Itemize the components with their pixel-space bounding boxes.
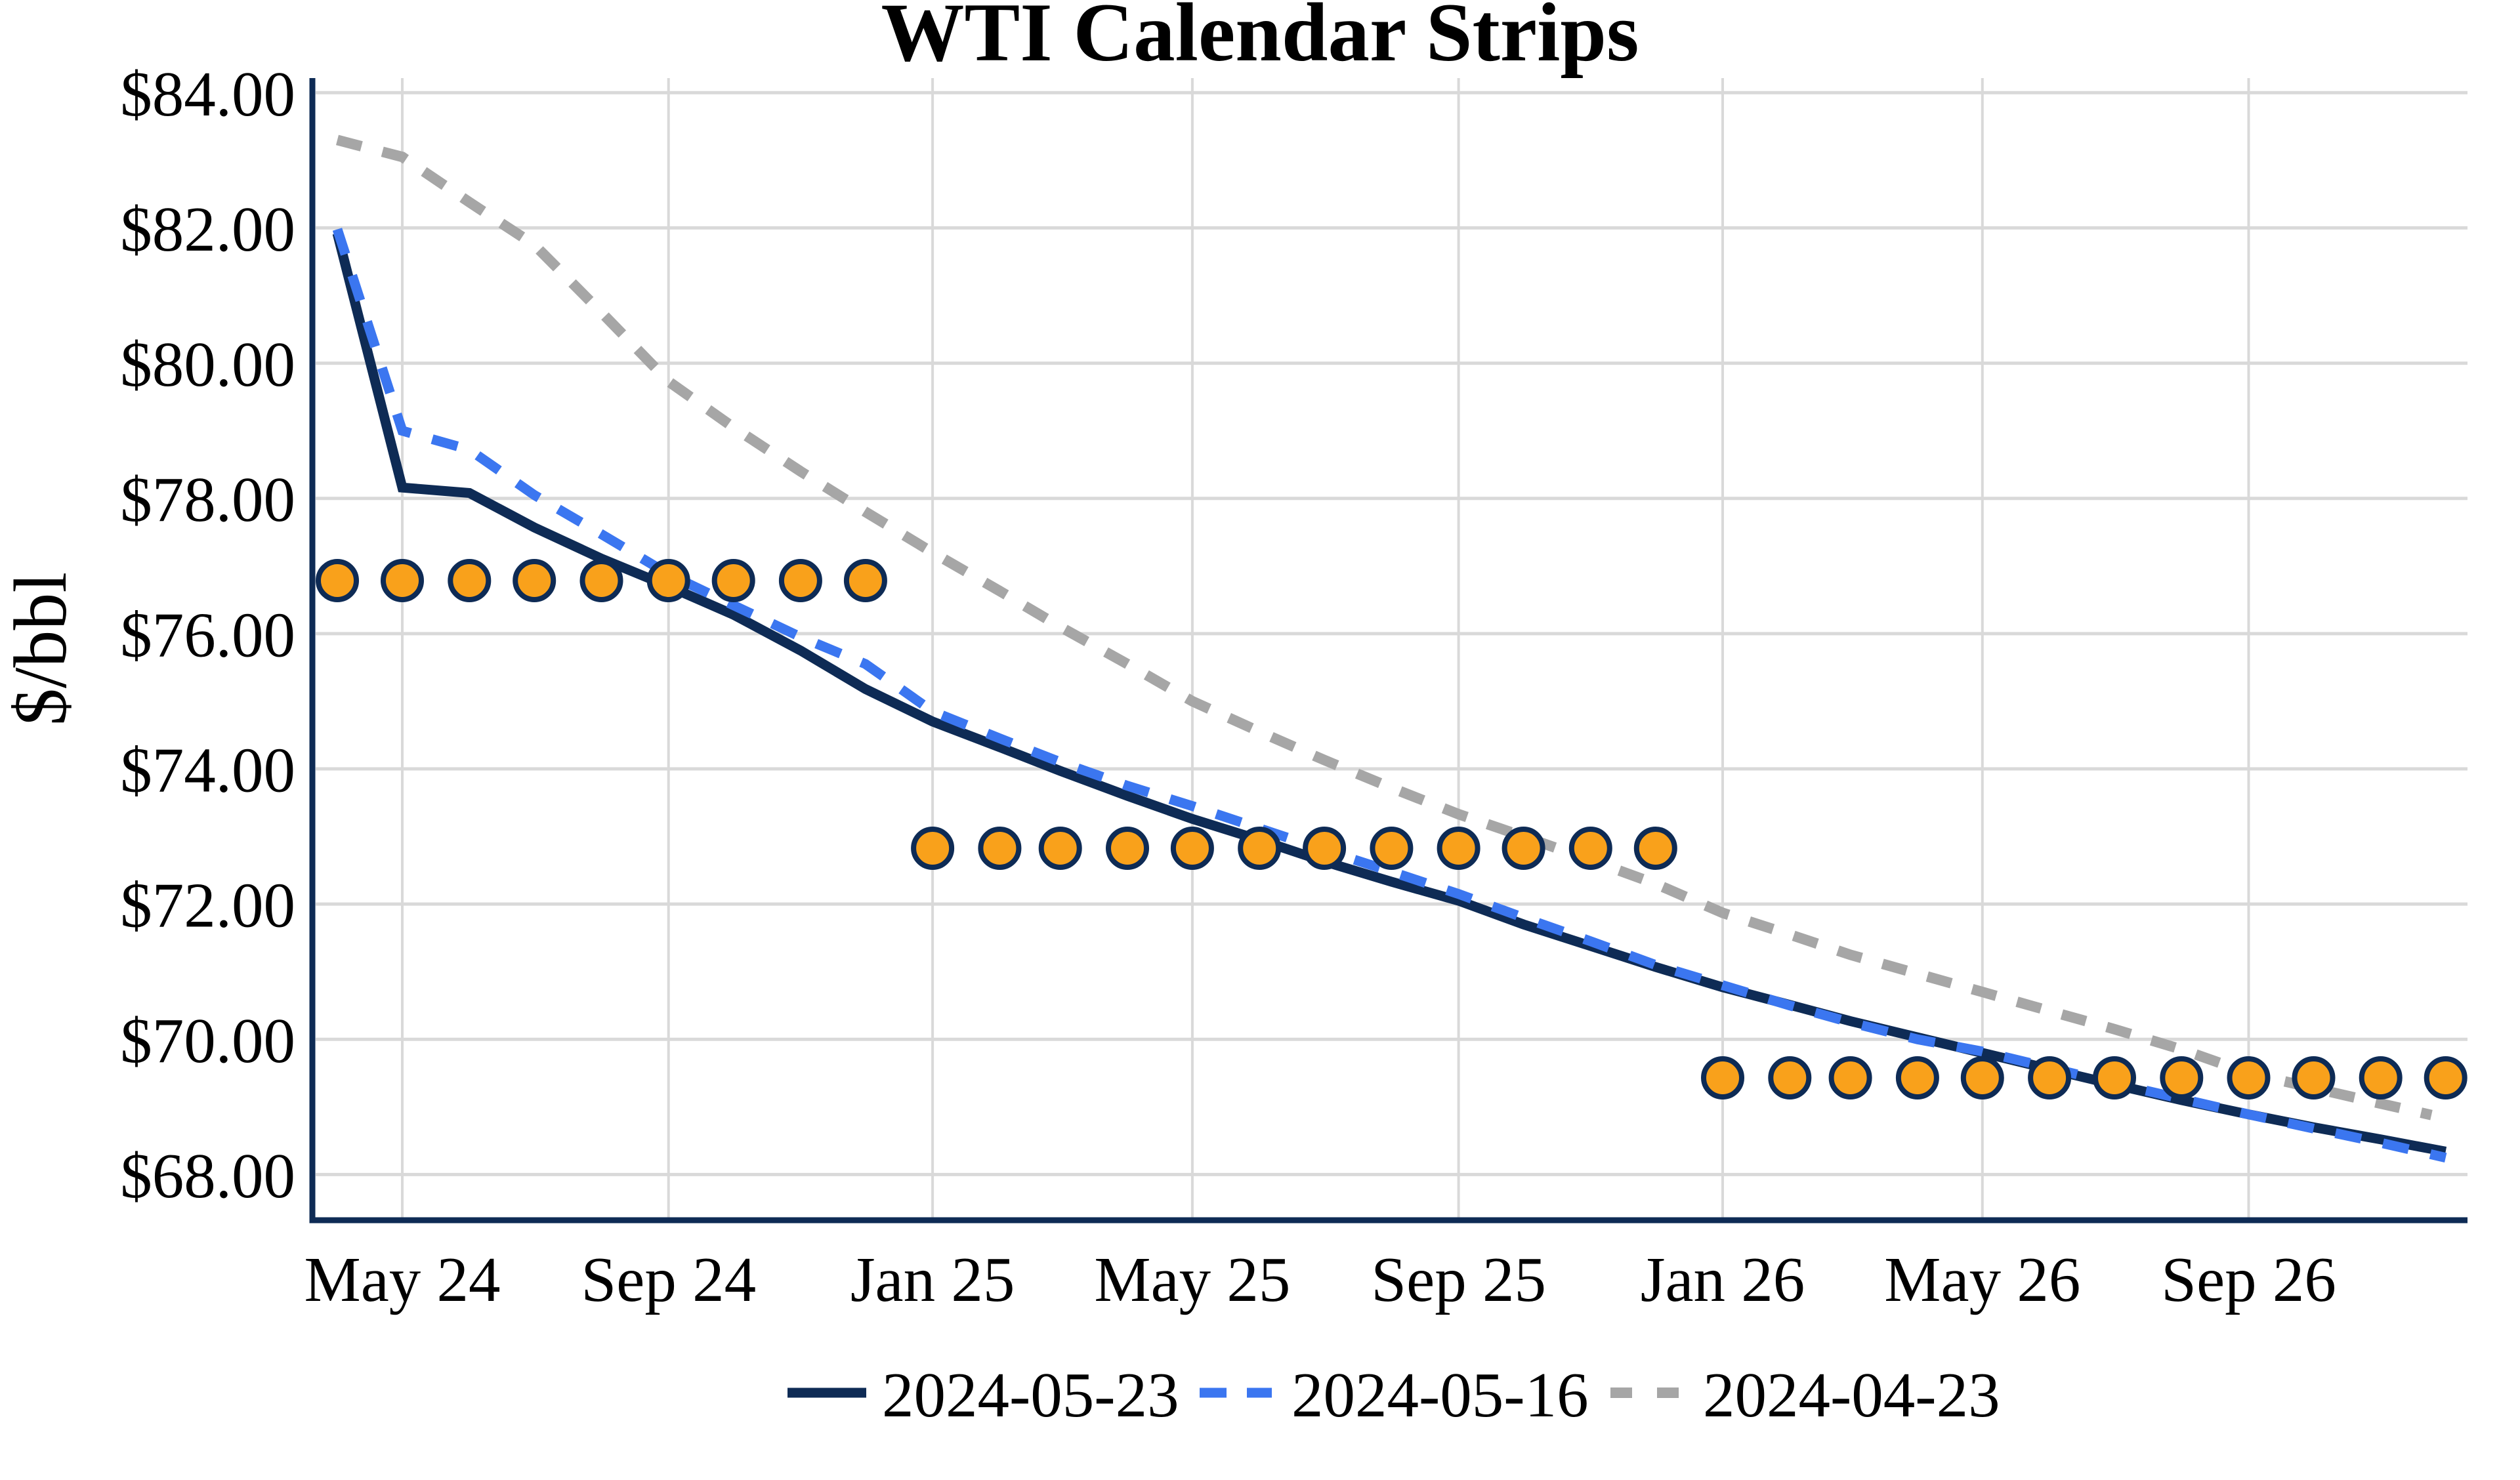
svg-text:2024-05-23: 2024-05-23 — [882, 1360, 1179, 1430]
svg-text:Jan 25: Jan 25 — [850, 1244, 1015, 1315]
svg-text:Sep 24: Sep 24 — [581, 1244, 756, 1315]
svg-text:$82.00: $82.00 — [120, 194, 295, 264]
svg-text:Sep 26: Sep 26 — [2161, 1244, 2336, 1315]
svg-text:$72.00: $72.00 — [120, 871, 295, 941]
svg-text:Sep 25: Sep 25 — [1371, 1244, 1546, 1315]
svg-text:May 25: May 25 — [1094, 1244, 1290, 1315]
svg-text:$68.00: $68.00 — [120, 1141, 295, 1211]
svg-text:$76.00: $76.00 — [120, 600, 295, 670]
svg-text:WTI Calendar Strips: WTI Calendar Strips — [881, 0, 1639, 79]
svg-text:2024-04-23: 2024-04-23 — [1703, 1360, 2000, 1430]
svg-text:$80.00: $80.00 — [120, 329, 295, 400]
svg-text:May 26: May 26 — [1884, 1244, 2080, 1315]
svg-text:2024-05-16: 2024-05-16 — [1292, 1360, 1589, 1430]
svg-text:Jan 26: Jan 26 — [1641, 1244, 1805, 1315]
svg-text:$/bbl: $/bbl — [0, 572, 82, 726]
svg-text:$78.00: $78.00 — [120, 464, 295, 535]
svg-text:$70.00: $70.00 — [120, 1006, 295, 1076]
svg-text:$84.00: $84.00 — [120, 59, 295, 129]
svg-text:$74.00: $74.00 — [120, 735, 295, 806]
svg-text:May 24: May 24 — [304, 1244, 500, 1315]
